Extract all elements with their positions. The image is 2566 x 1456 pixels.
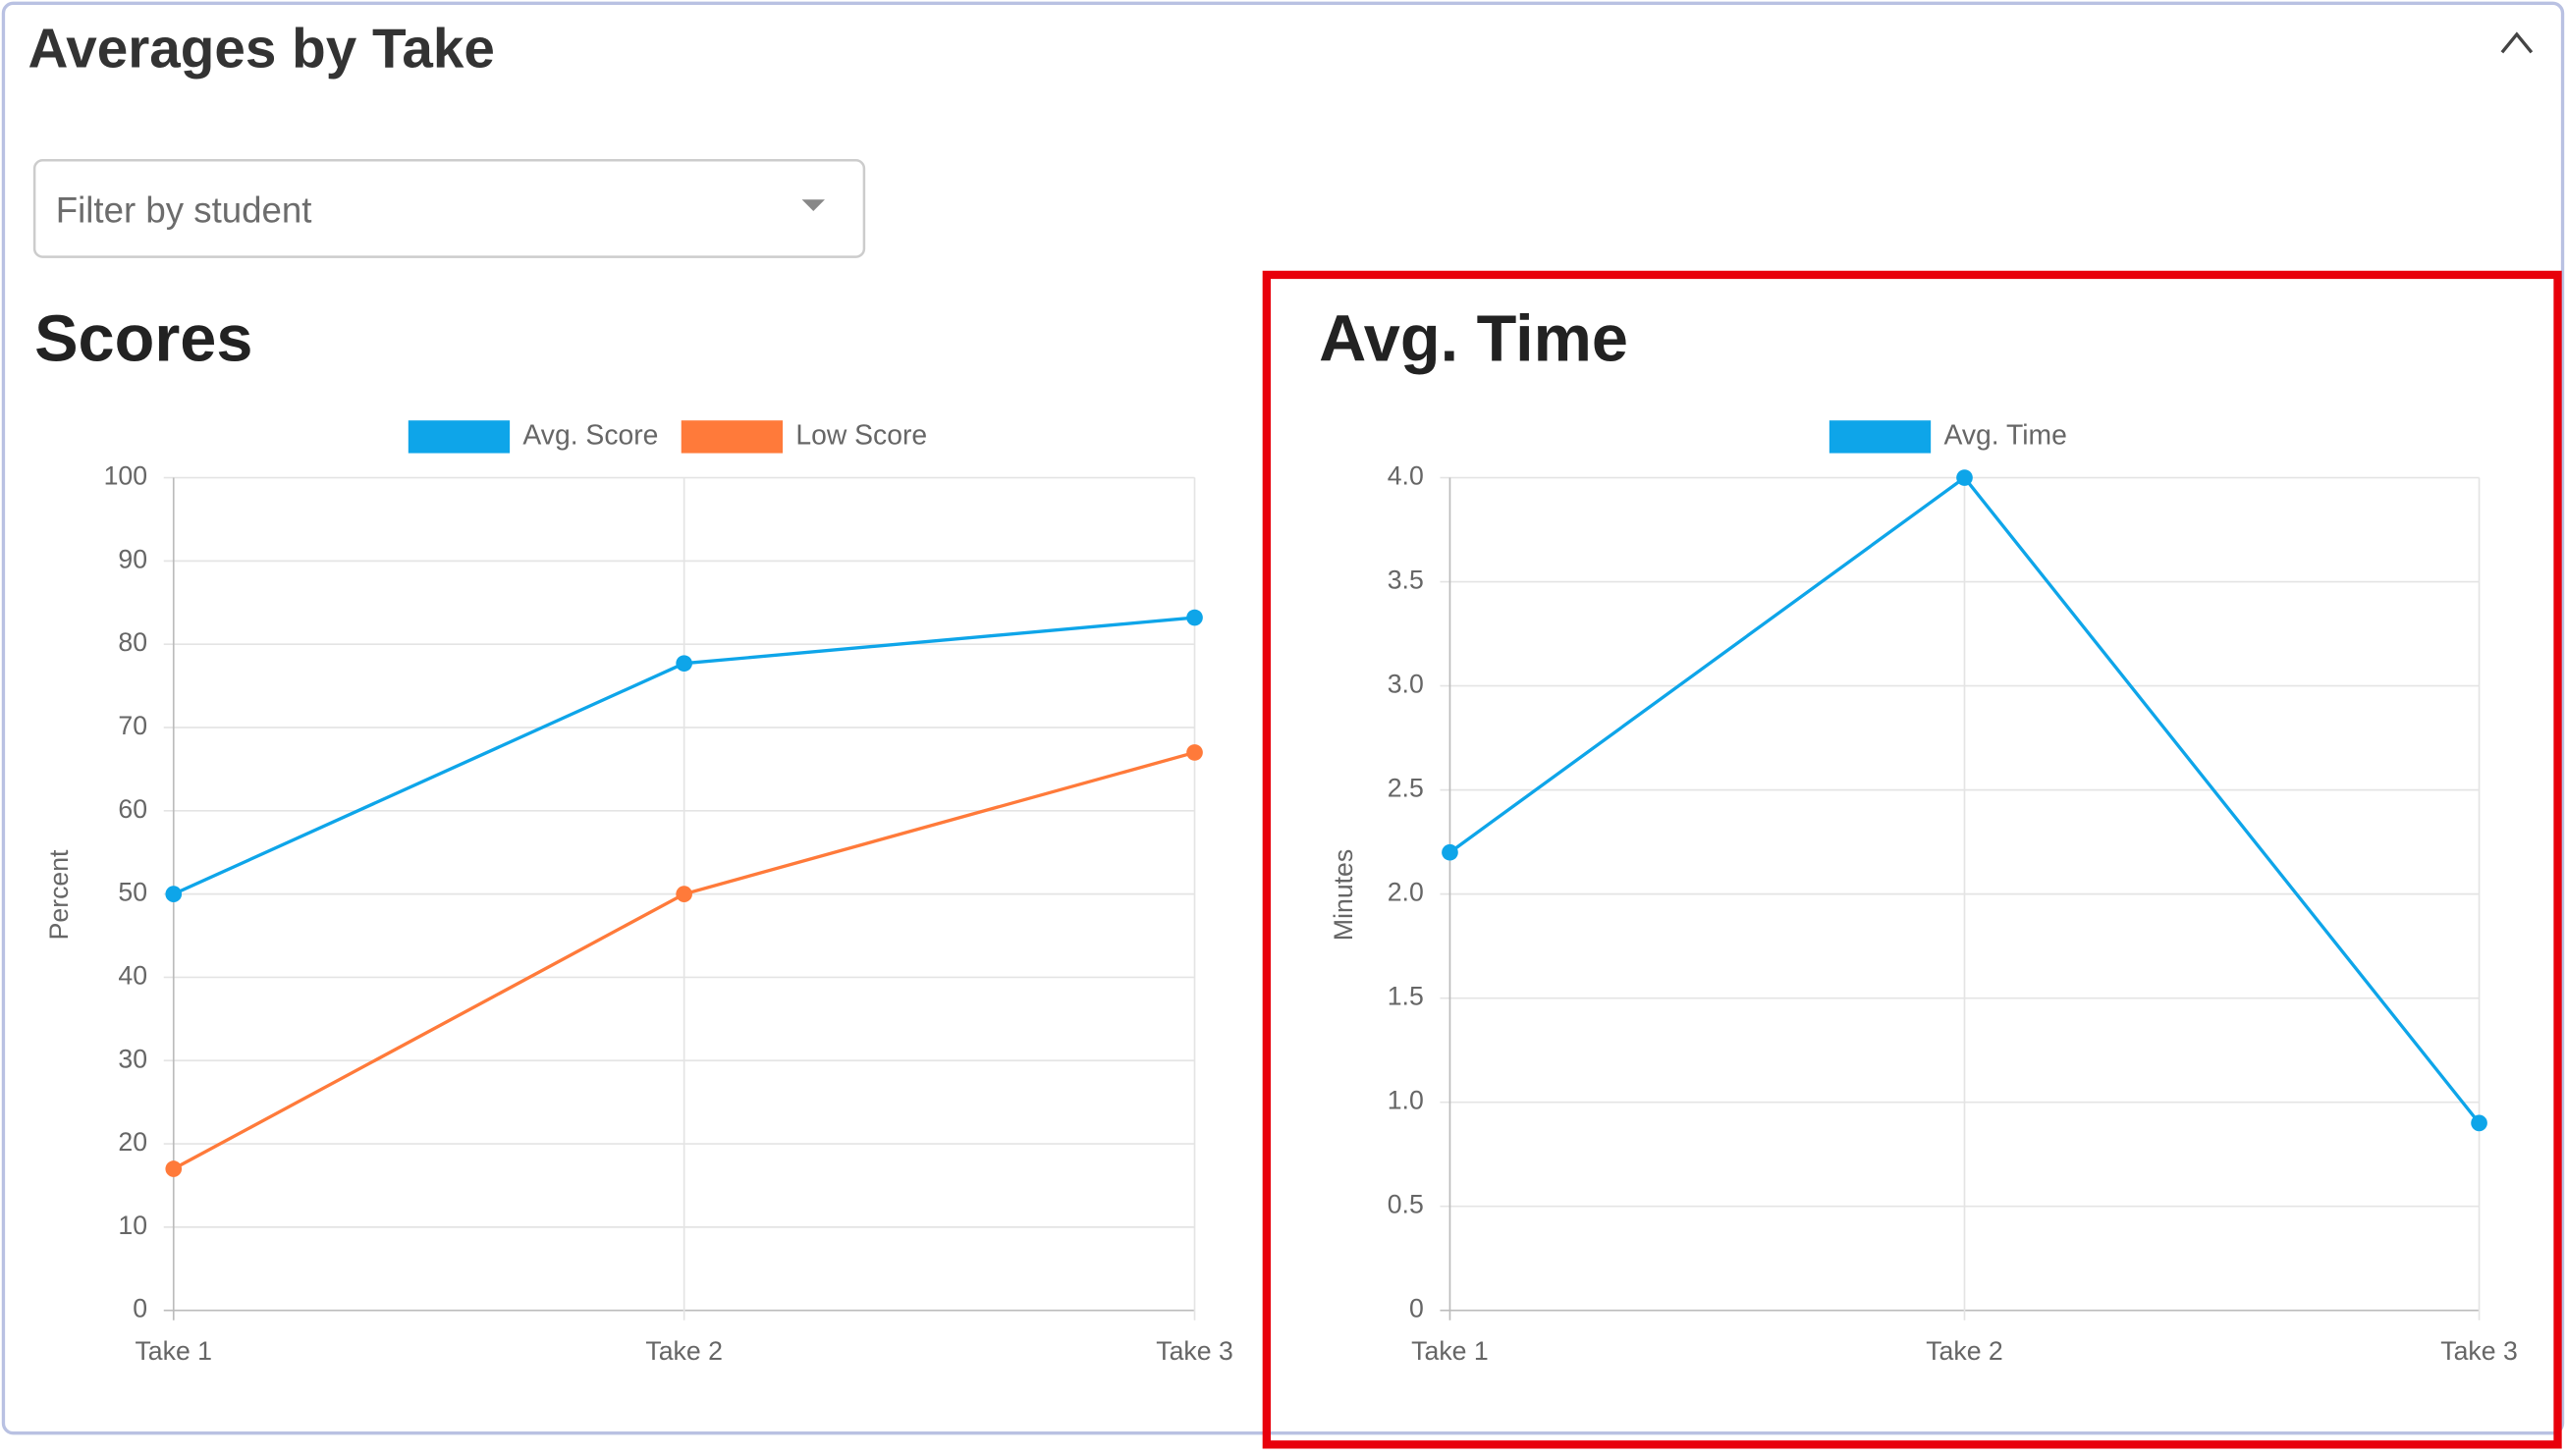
card-title: Averages by Take <box>27 18 494 80</box>
legend-label: Avg. Score <box>522 419 658 451</box>
legend: Avg. Time <box>1829 419 2067 454</box>
y-tick-label: 1.0 <box>1388 1086 1424 1115</box>
y-tick-label: 70 <box>118 711 147 740</box>
y-tick-label: 0 <box>133 1294 147 1323</box>
legend-swatch <box>681 420 784 454</box>
data-point <box>2471 1114 2487 1132</box>
data-point <box>1956 469 1973 486</box>
y-tick-label: 4.0 <box>1388 461 1424 491</box>
collapse-chevron[interactable] <box>2500 31 2534 54</box>
legend: Avg. Score Low Score <box>408 419 927 454</box>
y-tick-label: 3.5 <box>1388 566 1424 595</box>
y-tick-label: 80 <box>118 627 147 657</box>
filter-placeholder: Filter by student <box>56 189 312 230</box>
data-point <box>165 1160 183 1177</box>
x-tick-label: Take 1 <box>1411 1336 1489 1366</box>
legend-swatch <box>1829 420 1932 454</box>
y-axis-label: Minutes <box>1329 849 1358 941</box>
filter-select[interactable]: Filter by student <box>32 159 866 258</box>
legend-label: Low Score <box>795 419 927 451</box>
y-tick-label: 100 <box>104 461 147 491</box>
data-point <box>1186 744 1203 761</box>
chart-title: Avg. Time <box>1319 303 1628 376</box>
x-tick-label: Take 2 <box>645 1336 723 1366</box>
y-tick-label: 0.5 <box>1388 1190 1424 1219</box>
y-tick-label: 3.0 <box>1388 670 1424 699</box>
chart-title: Scores <box>34 303 252 376</box>
highlight-box <box>1262 270 2562 1449</box>
legend-swatch <box>408 420 511 454</box>
y-axis-label: Percent <box>44 849 74 940</box>
data-point <box>676 655 692 673</box>
data-point <box>676 886 692 902</box>
x-tick-label: Take 3 <box>1156 1336 1233 1366</box>
y-tick-label: 10 <box>118 1211 147 1240</box>
data-point <box>1442 843 1458 861</box>
filter-box[interactable] <box>32 159 866 258</box>
y-tick-label: 90 <box>118 544 147 573</box>
x-tick-label: Take 2 <box>1926 1336 2003 1366</box>
legend-label: Avg. Time <box>1943 419 2066 451</box>
y-tick-label: 40 <box>118 960 147 990</box>
data-point <box>165 886 183 902</box>
y-tick-label: 2.5 <box>1388 774 1424 803</box>
y-tick-label: 50 <box>118 878 147 907</box>
y-tick-label: 30 <box>118 1044 147 1073</box>
y-tick-label: 2.0 <box>1388 878 1424 907</box>
x-tick-label: Take 3 <box>2440 1336 2518 1366</box>
data-point <box>1186 609 1203 626</box>
dropdown-arrow <box>801 199 825 211</box>
y-tick-label: 1.5 <box>1388 982 1424 1011</box>
y-tick-label: 60 <box>118 794 147 824</box>
y-tick-label: 0 <box>1409 1294 1424 1323</box>
y-tick-label: 20 <box>118 1127 147 1157</box>
x-tick-label: Take 1 <box>135 1336 212 1366</box>
